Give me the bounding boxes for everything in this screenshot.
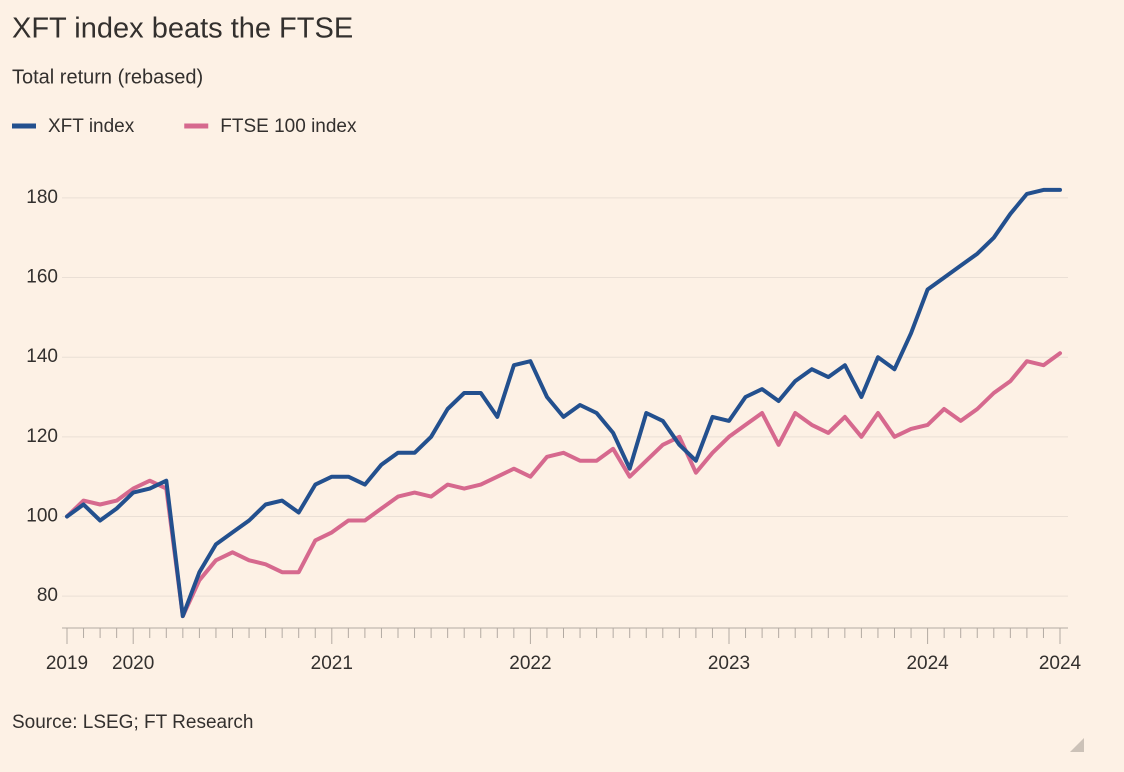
x-tick-label: 2024 xyxy=(906,653,949,674)
legend-label: FTSE 100 index xyxy=(220,116,357,137)
y-tick-label: 140 xyxy=(26,346,58,367)
series-line xyxy=(65,351,1062,619)
x-tick-label: 2020 xyxy=(112,653,154,674)
y-tick-label: 180 xyxy=(26,187,58,208)
legend-label: XFT index xyxy=(48,116,135,137)
y-tick-label: 100 xyxy=(26,506,58,527)
x-tick-label: 2021 xyxy=(311,653,353,674)
y-tick-label: 120 xyxy=(26,426,58,447)
x-tick-label: 2024 xyxy=(1039,653,1082,674)
chart-subtitle: Total return (rebased) xyxy=(12,66,203,88)
x-tick-label: 2023 xyxy=(708,653,750,674)
chart-title: XFT index beats the FTSE xyxy=(12,13,353,45)
x-tick-label: 2019 xyxy=(46,653,88,674)
source: Source: LSEG; FT Research xyxy=(12,712,253,733)
x-tick-label: 2022 xyxy=(509,653,551,674)
y-tick-label: 160 xyxy=(26,267,58,288)
resize-handle xyxy=(1070,738,1084,752)
series-line xyxy=(65,187,1062,619)
y-tick-label: 80 xyxy=(37,585,58,606)
